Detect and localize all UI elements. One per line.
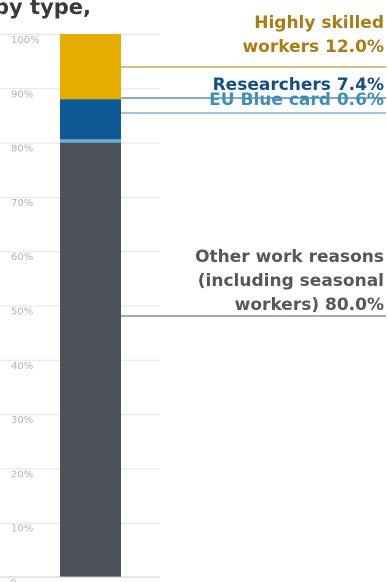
chart-title: by type, xyxy=(0,0,91,19)
segment-label: EU Blue card 0.6% xyxy=(209,90,384,110)
segment-label: Highly skilled xyxy=(254,13,384,33)
y-tick-label: 80% xyxy=(11,144,33,155)
y-tick-label: 0 xyxy=(10,578,16,582)
y-tick-label: 50% xyxy=(11,307,33,318)
bar-segment xyxy=(60,139,121,143)
segment-labels: Other work reasons (including seasonal wor… xyxy=(195,13,384,315)
segment-label: (including seasonal xyxy=(198,271,384,291)
y-tick-label: 20% xyxy=(11,469,33,480)
segment-label: workers) 80.0% xyxy=(235,295,384,315)
y-tick-label: 40% xyxy=(11,361,33,372)
bar-segment xyxy=(60,142,121,577)
stacked-bar xyxy=(60,34,121,577)
segment-label: workers 12.0% xyxy=(242,37,384,57)
y-tick-label: 10% xyxy=(11,524,33,535)
y-tick-label: 60% xyxy=(11,252,33,263)
y-tick-label: 30% xyxy=(11,415,33,426)
y-tick-label: 100% xyxy=(11,35,40,46)
label-leader-lines xyxy=(121,66,386,317)
y-tick-label: 90% xyxy=(11,89,33,100)
bar-segment xyxy=(60,34,121,100)
y-tick-label: 70% xyxy=(11,198,33,209)
segment-label: Other work reasons xyxy=(195,247,384,267)
y-axis-tick-labels: 0 10% 20% 30% 40% 50% 60% 70% 80% 90% 100% xyxy=(10,35,40,582)
segment-label: Researchers 7.4% xyxy=(213,75,384,95)
bar-segment xyxy=(60,99,121,140)
